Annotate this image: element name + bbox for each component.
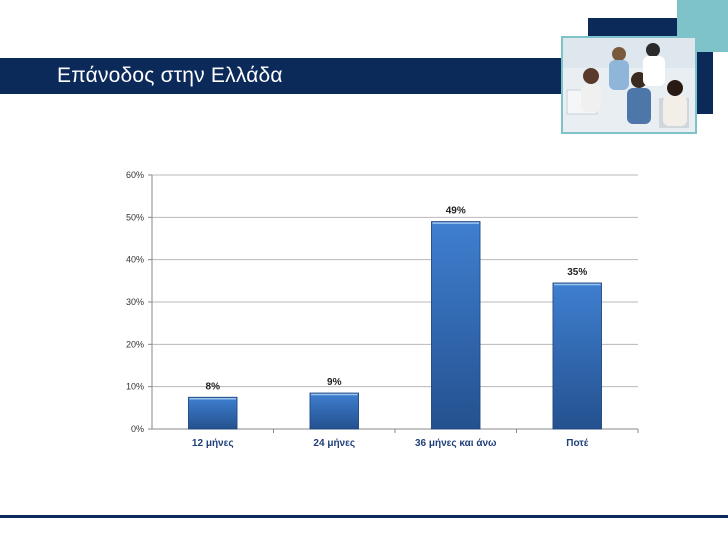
- bottom-rule: [0, 515, 728, 518]
- slide-title: Επάνοδος στην Ελλάδα: [57, 64, 283, 87]
- bar: [309, 392, 359, 430]
- category-label: 24 μήνες: [313, 438, 355, 449]
- y-tick-label: 30%: [126, 297, 144, 307]
- category-label: 12 μήνες: [192, 438, 234, 449]
- bar: [188, 396, 238, 430]
- y-tick-label: 50%: [126, 212, 144, 222]
- title-bar: Επάνοδος στην Ελλάδα: [0, 58, 578, 94]
- team-photo: [561, 36, 697, 134]
- y-tick-label: 20%: [126, 339, 144, 349]
- decor-navy-strip: [588, 18, 678, 36]
- bar: [552, 282, 602, 430]
- data-label: 8%: [206, 381, 221, 392]
- chart-bars: [188, 221, 602, 430]
- bar-chart: 0% 10% 20% 30% 40% 50% 60% 8% 12 μήνες 9% 24 μήνες…: [126, 170, 639, 449]
- data-label: 9%: [327, 377, 342, 388]
- chart-labels: 0% 10% 20% 30% 40% 50% 60% 8% 12 μήνες 9% 24 μήνες…: [126, 170, 589, 449]
- bar: [431, 221, 481, 430]
- category-label: Ποτέ: [566, 438, 589, 449]
- decor-navy-side-strip: [697, 52, 713, 114]
- data-label: 49%: [446, 206, 466, 217]
- data-label: 35%: [567, 267, 587, 278]
- category-label: 36 μήνες και άνω: [415, 438, 497, 449]
- y-tick-label: 60%: [126, 170, 144, 180]
- y-tick-label: 0%: [131, 424, 144, 434]
- team-photo-illustration: [563, 38, 695, 132]
- y-tick-label: 10%: [126, 382, 144, 392]
- y-tick-label: 40%: [126, 255, 144, 265]
